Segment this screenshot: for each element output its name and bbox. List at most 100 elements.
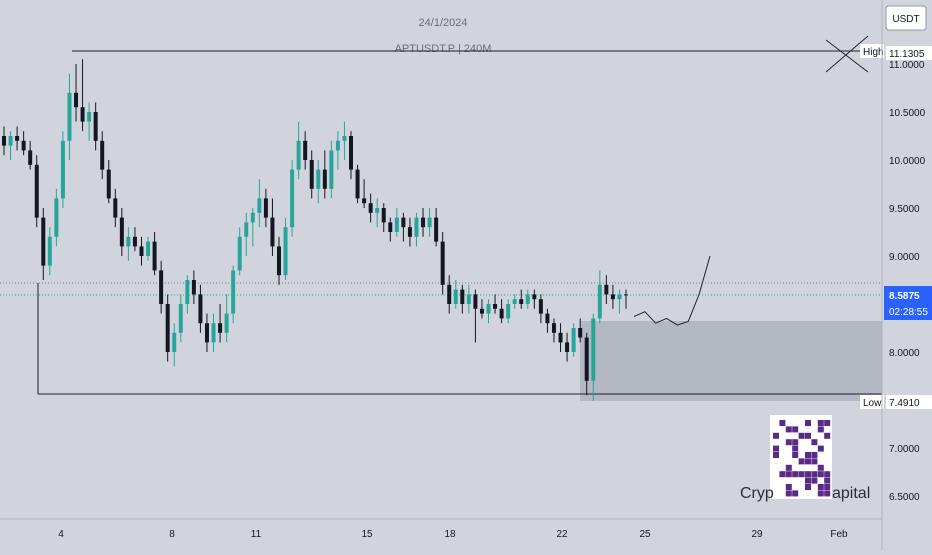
projection-path[interactable] — [633, 255, 711, 326]
high-price-value: 11.1305 — [889, 49, 925, 60]
qr-cell — [805, 471, 811, 478]
candle-bear — [270, 217, 275, 247]
qr-cell — [811, 477, 818, 484]
candle-bull — [60, 140, 65, 199]
price-tick-label: 10.5000 — [889, 108, 926, 119]
qr-cell — [824, 490, 831, 497]
qr-cell — [824, 420, 831, 426]
candle-bull — [329, 150, 334, 189]
qr-cell — [785, 464, 792, 471]
candle-bear — [132, 236, 137, 247]
qr-cell — [811, 471, 818, 478]
candle-bull — [375, 208, 380, 213]
price-tick-label: 9.5000 — [889, 204, 920, 215]
candle-bull — [250, 212, 255, 223]
candle-bear — [499, 308, 504, 319]
time-tick-label: Feb — [830, 529, 848, 540]
candle-bear — [493, 304, 498, 309]
candle-bull — [316, 169, 321, 189]
watermark-text: Cryp — [740, 485, 774, 502]
candle-bear — [460, 289, 465, 304]
candle-bull — [290, 169, 295, 228]
candle-bull — [597, 284, 602, 319]
candle-bear — [388, 222, 393, 232]
currency-badge[interactable]: USDT — [885, 5, 927, 31]
qr-cell — [817, 484, 824, 490]
currency-label: USDT — [892, 14, 919, 25]
qr-cell — [811, 458, 818, 465]
qr-cell — [792, 439, 799, 446]
price-tick-label: 11.0000 — [889, 60, 925, 71]
watermark-text-end: apital — [832, 485, 870, 502]
qr-cell — [785, 490, 792, 497]
candle-bear — [204, 323, 209, 343]
candle-bull — [237, 236, 242, 271]
candle-bear — [532, 294, 537, 300]
time-tick-label: 29 — [751, 529, 763, 540]
candle-bear — [34, 164, 39, 218]
candle-bear — [519, 299, 524, 304]
candle-bear — [159, 270, 164, 304]
high-label: High — [863, 47, 884, 58]
candle-bear — [15, 136, 20, 141]
candle-bear — [119, 217, 124, 247]
candle-bear — [447, 284, 452, 304]
candle-bear — [165, 304, 170, 352]
candle-bear — [2, 136, 6, 146]
countdown-value: 02:28:55 — [889, 307, 928, 318]
candle-bull — [506, 304, 511, 319]
candle-bear — [198, 294, 203, 324]
qr-cell — [817, 464, 824, 471]
candle-bear — [113, 198, 118, 218]
candle-bull — [525, 294, 530, 304]
candle-bear — [276, 246, 281, 276]
candle-bull — [87, 112, 92, 122]
candle-bull — [335, 140, 340, 151]
qr-cell — [824, 484, 831, 490]
candle-bear — [322, 169, 327, 189]
candle-bull — [244, 222, 249, 237]
demand-zone[interactable] — [580, 321, 882, 401]
candle-bear — [218, 323, 223, 333]
price-axis-ticks: 11.0000 10.5000 10.0000 9.5000 9.0000 8.0000 7… — [889, 60, 926, 503]
qr-cell — [811, 439, 818, 446]
candle-bull — [591, 318, 596, 381]
qr-cell — [824, 477, 831, 484]
candle-bear — [139, 246, 144, 256]
candle-bear — [93, 112, 98, 141]
candle-bull — [414, 217, 419, 237]
candle-bull — [342, 136, 347, 141]
candle-bear — [100, 140, 105, 170]
candle-bear — [407, 227, 412, 237]
qr-cell — [785, 471, 792, 478]
qr-cell — [792, 452, 799, 458]
candle-bull — [394, 217, 399, 232]
candle-bull — [257, 198, 262, 213]
candle-bull — [486, 304, 491, 314]
cross-mark-icon — [825, 35, 869, 73]
candle-bull — [8, 136, 13, 146]
price-tick-label: 8.0000 — [889, 348, 920, 359]
qr-cell — [824, 432, 831, 439]
qr-cell — [792, 426, 799, 433]
candle-bear — [584, 337, 589, 381]
candle-bear — [381, 208, 386, 223]
candle-bear — [604, 284, 609, 295]
candle-bear — [349, 136, 354, 170]
time-tick-label: 15 — [361, 529, 373, 540]
candle-bull — [231, 270, 236, 314]
candle-bull — [296, 140, 301, 170]
low-label: Low — [863, 398, 882, 409]
qr-cell — [811, 452, 818, 458]
candle-bear — [421, 217, 426, 228]
candle-bear — [545, 313, 550, 324]
candle-bear — [565, 342, 570, 352]
candle-bull — [67, 92, 72, 141]
candle-bear — [624, 294, 628, 296]
time-tick-label: 22 — [556, 529, 568, 540]
candle-bear — [309, 160, 314, 189]
candle-bear — [74, 92, 79, 108]
candle-bull — [185, 280, 190, 304]
